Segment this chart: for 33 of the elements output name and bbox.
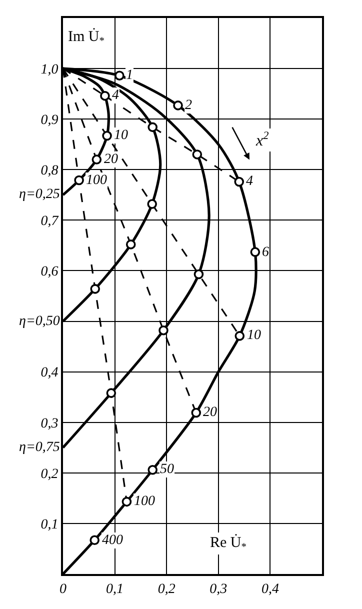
annotation: 4	[112, 88, 119, 103]
series-label: η=0,75	[19, 440, 60, 455]
x-tick-label: 0	[60, 582, 66, 597]
annotation: 20	[104, 152, 118, 167]
annotation: 2	[185, 98, 192, 113]
annotation: 20	[203, 405, 217, 420]
y-tick-label: 0,8	[40, 164, 58, 179]
annotation: 6	[262, 245, 269, 260]
x-axis-title: Re U̇$_{*}$	[210, 534, 246, 553]
annotation: 100	[86, 173, 107, 188]
x-tick-label: 0,1	[106, 582, 124, 597]
annotation: 10	[114, 128, 128, 143]
y-tick-label: 0,4	[40, 366, 58, 381]
series-label: η=0,50	[19, 314, 60, 329]
x-tick-label: 0,3	[210, 582, 228, 597]
y-tick-label: 0,7	[40, 214, 60, 230]
x-tick-label: 0,2	[158, 582, 176, 597]
annotation: 400	[102, 533, 123, 548]
annotation: 50	[160, 462, 174, 477]
series-label: η=0,25	[19, 187, 60, 202]
annotation: x$^{2}$	[255, 130, 270, 150]
annotation: 10	[247, 328, 261, 343]
y-tick-label: 1,0	[40, 62, 58, 78]
y-tick-label: 0,6	[40, 264, 58, 280]
annotation: 100	[134, 494, 155, 509]
y-tick-label: 0,1	[40, 517, 58, 532]
y-tick-label: 0,3	[40, 416, 58, 432]
y-axis-title: Im U̇$_{*}$	[68, 28, 104, 47]
annotation: 4	[246, 174, 253, 189]
y-tick-label: 0,9	[40, 112, 58, 128]
y-tick-label: 0,2	[40, 466, 58, 482]
x-tick-label: 0,4	[261, 582, 279, 597]
annotation: 1	[126, 68, 133, 83]
